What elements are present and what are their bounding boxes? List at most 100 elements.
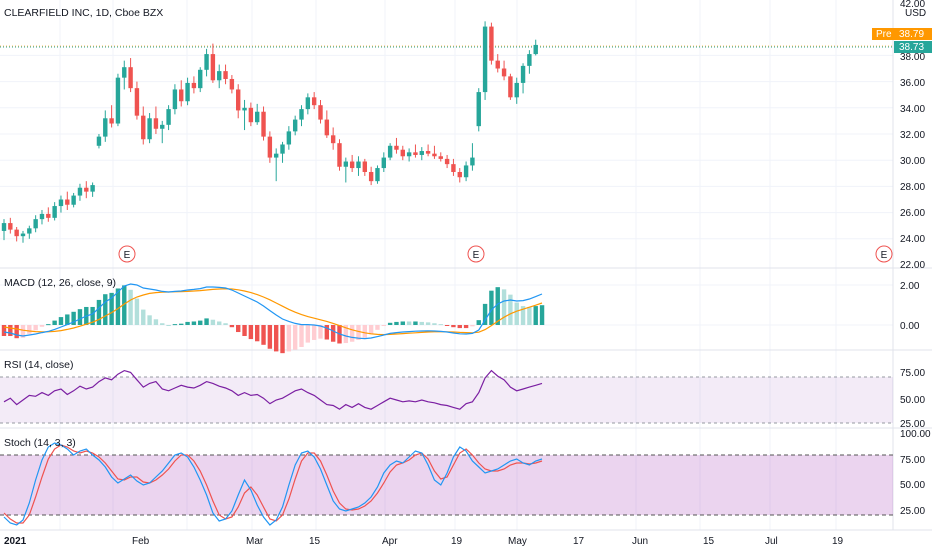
macd-histogram-bar	[90, 306, 95, 325]
macd-histogram-bar	[368, 325, 374, 335]
time-tick: 19	[451, 536, 463, 547]
earnings-marker[interactable]: E	[467, 245, 485, 263]
macd-histogram-bar	[470, 325, 475, 327]
candle-body	[394, 145, 399, 150]
candle-body	[368, 171, 374, 182]
macd-histogram-bar	[508, 294, 513, 325]
candle-body	[280, 144, 285, 154]
candle-body	[425, 151, 431, 154]
candle-body	[533, 44, 538, 55]
time-tick: 15	[703, 536, 715, 547]
candle-body	[318, 105, 323, 120]
candle-body	[27, 228, 32, 234]
candle-body	[267, 136, 273, 158]
candle-body	[273, 153, 279, 158]
candle-body	[46, 213, 51, 218]
macd-histogram-bar	[273, 325, 279, 352]
candle-body	[84, 187, 89, 192]
macd-histogram-bar	[128, 289, 133, 325]
grid-layer	[0, 0, 893, 530]
candle-body	[58, 199, 64, 207]
candle-body	[305, 97, 311, 110]
macd-histogram-bar	[457, 325, 462, 329]
macd-histogram-bar	[1, 325, 7, 336]
time-tick: Feb	[132, 536, 150, 547]
macd-histogram-bar	[147, 315, 152, 325]
candle-body	[198, 69, 203, 89]
candle-body	[20, 233, 26, 237]
rsi-line	[3, 369, 543, 410]
price-tick: 32.00	[900, 130, 925, 141]
time-axis[interactable]: 2021 Feb Mar 15 Apr 19 May 17 Jun 15 Jul…	[4, 536, 844, 547]
macd-histogram-bar	[204, 318, 209, 325]
macd-histogram-bar	[324, 325, 330, 340]
candle-body	[311, 97, 317, 106]
macd-histogram-bar	[394, 321, 399, 325]
macd-histogram-bar	[160, 323, 165, 325]
candle-body	[299, 109, 304, 120]
candle-body	[387, 145, 393, 158]
time-tick: Jul	[765, 536, 778, 547]
candle-body	[337, 143, 342, 167]
stoch-tick: 50.00	[900, 480, 925, 491]
earnings-marker[interactable]: E	[875, 245, 893, 263]
candle-body	[438, 156, 443, 159]
time-tick: Apr	[382, 536, 398, 547]
candle-body	[65, 199, 70, 205]
macd-histogram-bar	[71, 311, 76, 325]
stoch-label: Stoch (14, 3, 3)	[4, 437, 76, 449]
macd-histogram-bar	[425, 322, 431, 325]
macd-histogram-bar	[400, 321, 405, 325]
candle-body	[489, 26, 494, 61]
candle-body	[77, 187, 83, 196]
time-tick: May	[508, 536, 527, 547]
macd-histogram-bar	[46, 324, 51, 326]
macd-histogram-bar	[286, 325, 292, 352]
stoch-d-line	[3, 444, 543, 524]
price-tick: 34.00	[900, 104, 925, 115]
candle-body	[514, 82, 519, 98]
candle-body	[242, 107, 247, 111]
indicator-lines	[3, 283, 543, 526]
candle-body	[1, 223, 7, 231]
macd-histogram	[1, 285, 545, 354]
candle-body	[343, 161, 349, 167]
earnings-marker-label: E	[473, 250, 480, 261]
candle-body	[451, 164, 456, 172]
candle-body	[33, 219, 38, 229]
macd-histogram-bar	[229, 325, 235, 328]
macd-histogram-bar	[527, 306, 532, 325]
macd-histogram-bar	[261, 325, 266, 345]
macd-histogram-bar	[217, 321, 222, 325]
macd-histogram-bar	[185, 321, 190, 325]
macd-histogram-bar	[533, 306, 538, 325]
candle-body	[223, 71, 228, 79]
macd-histogram-bar	[14, 325, 19, 339]
macd-histogram-bar	[179, 323, 184, 325]
macd-histogram-bar	[495, 287, 500, 325]
candle-body	[286, 131, 292, 145]
macd-histogram-bar	[58, 317, 64, 325]
price-tick: 36.00	[900, 78, 925, 89]
candle-body	[90, 185, 95, 192]
earnings-marker[interactable]: E	[118, 245, 136, 263]
candle-body	[166, 109, 171, 125]
stoch-band-background	[0, 455, 893, 515]
candle-body	[210, 54, 216, 81]
candle-body	[14, 229, 19, 237]
macd-histogram-bar	[356, 325, 361, 340]
candle-body	[381, 157, 386, 169]
rsi-tick: 50.00	[900, 395, 925, 406]
rsi-label: RSI (14, close)	[4, 359, 73, 371]
macd-histogram-bar	[305, 325, 311, 343]
candle-body	[444, 158, 450, 165]
macd-histogram-bar	[419, 321, 424, 325]
macd-histogram-bar	[280, 325, 285, 354]
candle-body	[413, 152, 418, 155]
candle-body	[185, 82, 190, 102]
macd-line	[3, 283, 543, 340]
pre-badge-label: Pre	[876, 29, 892, 40]
stoch-tick: 25.00	[900, 506, 925, 517]
candle-body	[204, 54, 209, 70]
